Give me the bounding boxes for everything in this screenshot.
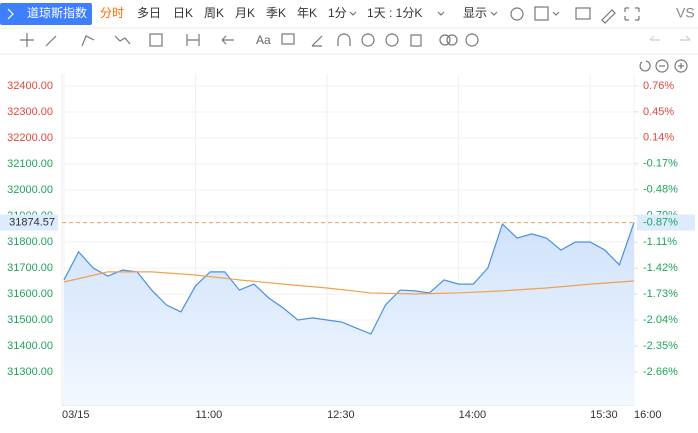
reset-icon[interactable] [639, 60, 651, 72]
wave-tool[interactable] [114, 35, 131, 45]
link-tool[interactable] [446, 34, 458, 46]
fullscreen-icon[interactable] [624, 7, 640, 21]
settings-icon[interactable] [510, 7, 524, 21]
range[interactable]: 1天 : 1分K [367, 6, 422, 20]
y2-tick-label: -2.35% [643, 340, 678, 352]
y-tick-label: 32300.00 [7, 106, 53, 118]
tab[interactable]: 分时 [100, 6, 124, 20]
current-change-label: -0.87% [643, 216, 678, 228]
y-tick-label: 31300.00 [7, 366, 53, 378]
tab[interactable]: 周K [204, 6, 224, 20]
y-tick-label: 32000.00 [7, 184, 53, 196]
tab[interactable]: 多日 [137, 6, 161, 20]
y2-tick-label: -2.66% [643, 366, 678, 378]
x-tick-label: 11:00 [196, 409, 223, 421]
y2-tick-label: -0.48% [643, 184, 678, 196]
note-tool[interactable] [281, 33, 295, 45]
y-tick-label: 32400.00 [7, 80, 53, 92]
x-tick-label: 15:30 [590, 409, 618, 421]
arrow-tool[interactable] [221, 35, 234, 45]
area-fill [64, 222, 634, 405]
x-tick-label: 12:30 [327, 409, 355, 421]
average-line [63, 271, 635, 295]
compare[interactable]: VS [676, 5, 695, 21]
y-tick-label: 31800.00 [7, 236, 53, 248]
magnet-tool[interactable] [337, 33, 351, 46]
tool-settings[interactable] [465, 33, 479, 47]
interval[interactable]: 1分 [328, 6, 347, 20]
display[interactable]: 显示 [463, 6, 487, 20]
chevron [437, 11, 445, 16]
y-tick-label: 32100.00 [7, 158, 53, 170]
fib-tool[interactable] [149, 33, 163, 47]
checkbox-icon[interactable] [534, 6, 549, 21]
hide-tool[interactable] [385, 33, 399, 47]
y2-tick-label: 0.76% [643, 80, 674, 92]
current-change-box [637, 214, 695, 231]
y-tick-label: 31600.00 [7, 288, 53, 300]
x-tick-label: 03/15 [62, 409, 90, 421]
y2-tick-label: -0.17% [643, 158, 678, 170]
y-tick-label: 32200.00 [7, 132, 53, 144]
redo[interactable] [680, 35, 691, 41]
y-tick-label: 31400.00 [7, 340, 53, 352]
x-tick-label: 14:00 [459, 409, 487, 421]
symbol-tab[interactable] [0, 3, 92, 25]
camera-icon[interactable] [575, 7, 591, 20]
y2-tick-label: -2.04% [643, 314, 678, 326]
lock-tool[interactable] [361, 33, 375, 47]
text-tool[interactable]: Aa [256, 33, 271, 47]
chevron [552, 11, 560, 16]
price-line [63, 222, 635, 335]
tab[interactable]: 日K [173, 6, 193, 20]
measure-tool[interactable] [186, 34, 200, 46]
plot: 32400.00 32300.00 32200.00 32100.00 32000.00… [0, 74, 695, 421]
y2-tick-label: -1.11% [643, 236, 677, 248]
tab[interactable]: 月K [235, 6, 255, 20]
delete-tool[interactable] [410, 34, 422, 47]
chevron [349, 11, 357, 16]
y2-tick-label: -1.42% [643, 262, 678, 274]
x-tick-label: 16:00 [634, 409, 662, 421]
y2-tick-label: 0.14% [643, 132, 674, 144]
y2-tick-label: -1.73% [643, 288, 678, 300]
collapse-icon[interactable] [7, 8, 14, 20]
tab[interactable]: 年K [297, 6, 317, 20]
current-price-label: 31874.57 [9, 216, 55, 228]
zoom-in [678, 63, 684, 69]
polyline-tool[interactable] [81, 35, 95, 47]
link-tool[interactable] [439, 34, 451, 46]
move-icon[interactable] [20, 33, 34, 47]
symbol[interactable]: 道琼斯指数 [27, 5, 87, 20]
angle-tool[interactable] [311, 35, 323, 47]
zoom-in[interactable] [674, 59, 688, 73]
y-tick-label: 31500.00 [7, 314, 53, 326]
pen-icon[interactable] [601, 9, 616, 24]
zoom-out[interactable] [655, 59, 669, 73]
chevron [490, 11, 498, 16]
undo[interactable] [649, 35, 660, 41]
toolbar: 道琼斯指数 分时 多日 日K 周K 月K 季K 年K 1分 1天 : 1分K 显… [0, 3, 698, 73]
current-price-box [0, 214, 58, 231]
y2-tick-label: 0.45% [643, 106, 674, 118]
y-tick-label: 31700.00 [7, 262, 53, 274]
line-tool[interactable] [45, 35, 57, 47]
tab[interactable]: 季K [266, 6, 286, 20]
